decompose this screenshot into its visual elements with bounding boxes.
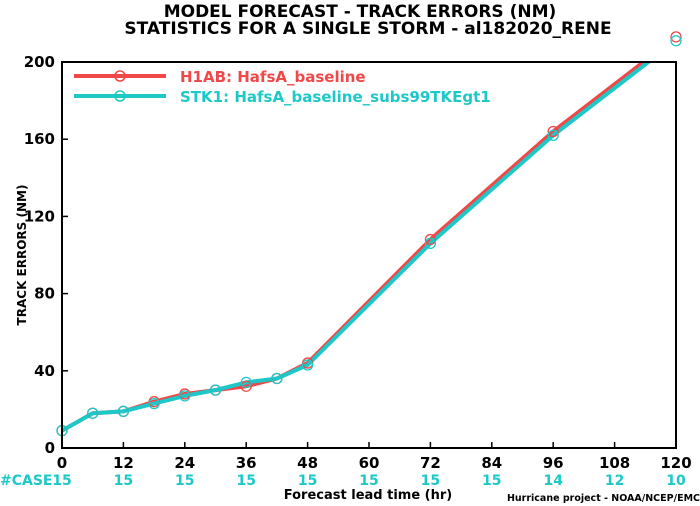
series-point-stk1 [148, 397, 160, 410]
y-axis-label: TRACK ERRORS (NM) [15, 185, 29, 326]
credit-text: Hurricane project - NOAA/NCEP/EMC [507, 493, 700, 504]
legend-label-stk1: STK1: HafsA_baseline_subs99TKEgt1 [180, 88, 491, 106]
case-counts: 15 15 15 15 15 15 15 15 14 12 10 [52, 473, 686, 489]
x-tick-label: 48 [297, 454, 318, 472]
case-count: 15 [52, 473, 71, 489]
series-point-stk1 [670, 35, 682, 47]
series-point-stk1 [240, 376, 252, 389]
series-point-stk1 [117, 405, 130, 417]
chart-subtitle: STATISTICS FOR A SINGLE STORM - al182020… [124, 19, 611, 39]
y-tick-label: 120 [24, 207, 55, 225]
y-tick-label: 160 [24, 130, 55, 148]
series-point-stk1 [271, 372, 283, 385]
series-point-stk1 [209, 384, 222, 396]
x-tick-label: 0 [57, 454, 67, 472]
plot-frame [61, 61, 677, 449]
legend-marker-stk1 [114, 90, 126, 102]
x-tick-label: 60 [359, 454, 380, 472]
series-point-stk1 [87, 407, 99, 419]
series-point-h1ab [547, 125, 559, 138]
series-point-h1ab [240, 380, 252, 392]
series-point-stk1 [301, 359, 314, 371]
axis-ticks: 0 12 24 36 48 60 72 84 96 108 120 0 40 80 120 160 200 [24, 53, 692, 472]
x-tick-label: 72 [420, 454, 441, 472]
y-tick-label: 200 [24, 53, 55, 71]
x-tick-label: 84 [481, 454, 502, 472]
series-point-stk1 [179, 390, 191, 402]
series-point-h1ab [424, 233, 437, 246]
x-tick-label: 24 [174, 454, 195, 472]
case-count: 15 [298, 473, 317, 489]
series-point-stk1 [424, 237, 437, 250]
x-tick-label: 36 [236, 454, 257, 472]
legend-marker-h1ab [114, 70, 126, 82]
case-count: 15 [421, 473, 440, 489]
case-count: 10 [666, 473, 686, 489]
case-count: 15 [175, 473, 194, 489]
x-tick-label: 108 [599, 454, 630, 472]
legend-label-h1ab: H1AB: HafsA_baseline [180, 68, 366, 86]
y-tick-label: 40 [34, 362, 55, 380]
case-count: 15 [236, 473, 255, 489]
x-tick-label: 120 [660, 454, 691, 472]
series-layer [56, 31, 682, 437]
x-axis-label: Forecast lead time (hr) [284, 488, 452, 503]
case-count: 14 [543, 473, 563, 489]
series-point-stk1 [547, 129, 559, 141]
case-label: #CASE [0, 473, 53, 489]
x-tick-label: 12 [113, 454, 134, 472]
y-tick-label: 80 [34, 285, 55, 303]
legend: H1AB: HafsA_baseline STK1: HafsA_baselin… [74, 68, 491, 106]
case-count: 15 [114, 473, 133, 489]
chart-title: MODEL FORECAST - TRACK ERRORS (NM) [164, 2, 557, 22]
case-count: 12 [605, 473, 624, 489]
y-tick-label: 0 [45, 439, 55, 457]
series-point-h1ab [670, 31, 682, 43]
case-count: 15 [359, 473, 378, 489]
x-tick-label: 96 [543, 454, 564, 472]
case-count: 15 [482, 473, 501, 489]
